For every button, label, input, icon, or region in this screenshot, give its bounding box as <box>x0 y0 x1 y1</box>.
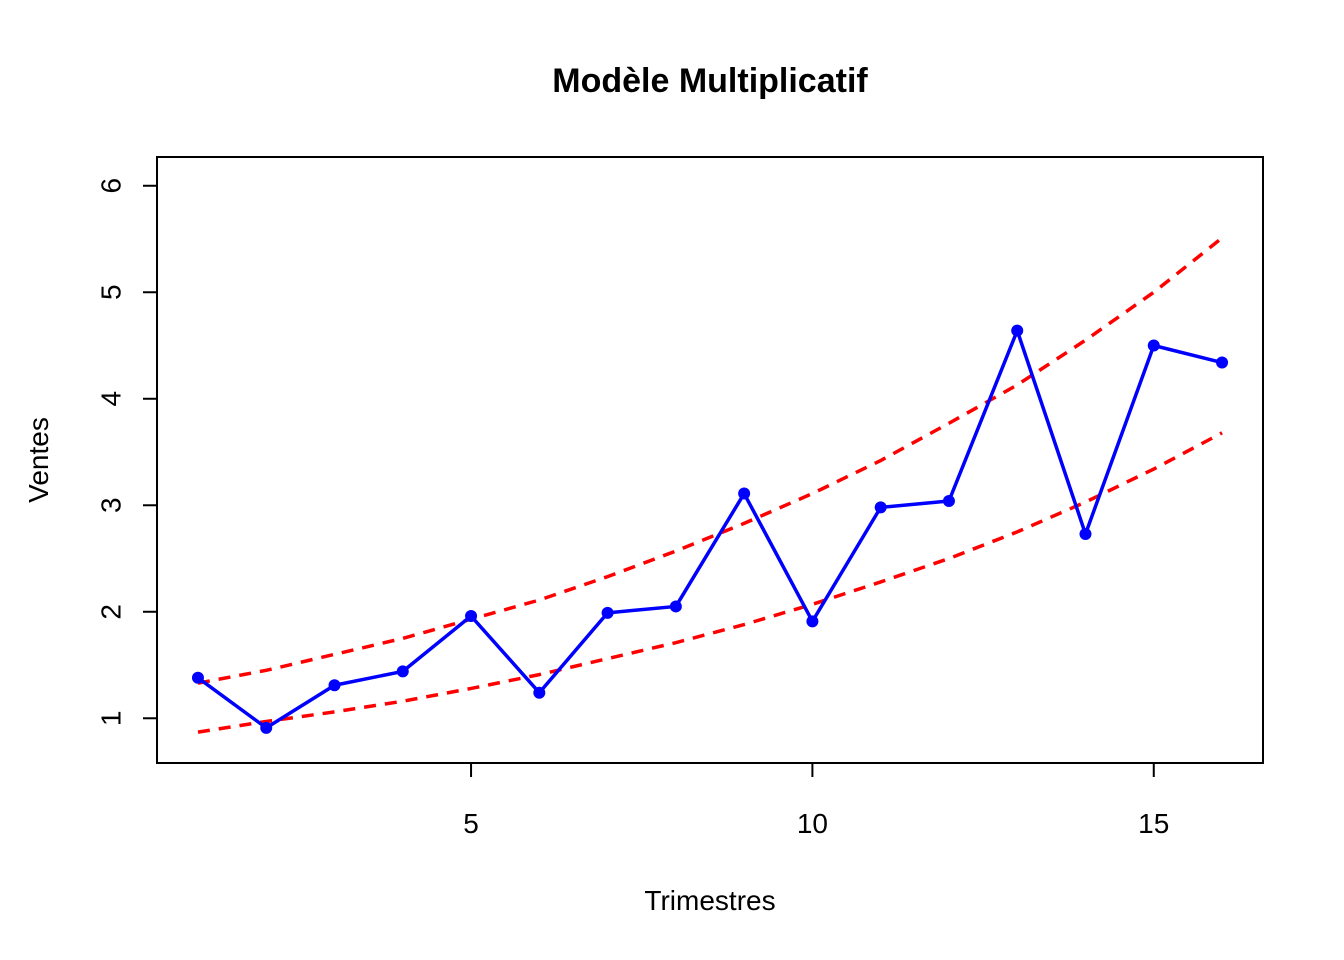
sales-point <box>1216 356 1229 369</box>
sales-point <box>942 495 955 507</box>
sales-point <box>533 686 546 699</box>
sales-point <box>396 665 409 678</box>
sales-point <box>1079 528 1092 541</box>
sales-line <box>196 328 1223 730</box>
envelope-line-1 <box>197 236 1224 685</box>
sales-point <box>806 615 819 628</box>
y-tick-label: 5 <box>96 284 127 300</box>
x-tick-label: 15 <box>1138 808 1169 839</box>
y-tick-label: 3 <box>96 497 127 513</box>
y-tick-label: 4 <box>96 391 127 407</box>
x-tick-label: 10 <box>797 808 828 839</box>
sales-point <box>601 606 614 619</box>
y-axis-label: Ventes <box>23 417 54 503</box>
y-tick-label: 2 <box>96 604 127 620</box>
sales-point <box>1147 339 1160 352</box>
envelope-line-2 <box>197 431 1223 734</box>
series-layer <box>191 236 1229 734</box>
x-axis: 5 10 15 <box>463 762 1169 839</box>
sales-point <box>874 501 887 514</box>
sales-point <box>1011 324 1024 337</box>
sales-point <box>738 487 751 500</box>
sales-point <box>465 610 478 623</box>
sales-point <box>260 721 273 734</box>
y-tick-label: 1 <box>96 710 127 726</box>
y-axis: 1 2 3 4 5 6 <box>96 178 158 726</box>
x-axis-label: Trimestres <box>644 885 775 916</box>
x-tick-label: 5 <box>463 808 479 839</box>
sales-point <box>191 671 204 684</box>
sales-point <box>669 600 682 613</box>
chart-title: Modèle Multiplicatif <box>552 62 868 100</box>
y-tick-label: 6 <box>96 178 127 194</box>
sales-point <box>328 679 341 692</box>
plot-area-frame <box>156 156 1264 764</box>
